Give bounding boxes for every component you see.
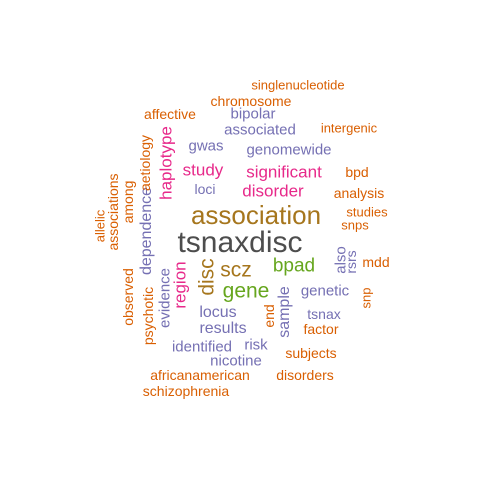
word-haplotype: haplotype xyxy=(156,126,176,200)
word-risk: risk xyxy=(244,336,268,354)
word-association: association xyxy=(190,200,322,230)
word-genomewide: genomewide xyxy=(246,141,332,159)
word-factor: factor xyxy=(303,321,339,337)
word-gene: gene xyxy=(222,279,270,303)
word-identified: identified xyxy=(171,338,233,356)
word-results: results xyxy=(199,320,247,337)
word-mdd: mdd xyxy=(362,254,390,270)
word-intergenic: intergenic xyxy=(320,120,378,136)
word-sample: sample xyxy=(276,286,293,338)
word-affective: affective xyxy=(144,106,196,122)
word-evidence: evidence xyxy=(156,267,174,329)
word-locus: locus xyxy=(199,304,237,321)
word-aetiology: aetiology xyxy=(137,134,153,192)
word-bipolar: bipolar xyxy=(230,105,276,123)
word-significant: significant xyxy=(246,162,322,182)
word-genetic: genetic xyxy=(300,282,350,300)
word-end: end xyxy=(261,304,277,328)
word-chromosome: chromosome xyxy=(210,93,292,109)
word-snp: snp xyxy=(358,287,374,309)
word-bpad: bpad xyxy=(272,255,316,277)
word-region: region xyxy=(170,261,190,309)
word-studies: studies xyxy=(346,204,388,220)
word-tsnax: tsnax xyxy=(307,306,341,322)
word-bpd: bpd xyxy=(345,164,369,180)
word-associations: associations xyxy=(105,173,121,251)
word-disc: disc xyxy=(195,258,219,296)
word-gwas: gwas xyxy=(188,137,224,155)
word-snps: snps xyxy=(341,217,369,233)
word-loci: loci xyxy=(194,181,216,197)
word-study: study xyxy=(182,160,224,180)
word-allelic: allelic xyxy=(92,209,108,243)
word-disorders: disorders xyxy=(276,367,334,383)
word-tsnaxdisc: tsnaxdisc xyxy=(177,226,303,259)
word-associated: associated xyxy=(224,121,296,139)
word-observed: observed xyxy=(120,268,136,326)
word-subjects: subjects xyxy=(285,345,337,361)
word-disorder: disorder xyxy=(242,181,304,201)
word-rsrs: rsrs xyxy=(343,250,359,274)
word-nicotine: nicotine xyxy=(210,352,262,370)
word-scz: scz xyxy=(220,258,252,282)
word-africanamerican: africanamerican xyxy=(150,367,250,383)
word-psychotic: psychotic xyxy=(140,286,156,346)
word-singlenucleotide: singlenucleotide xyxy=(251,77,345,93)
word-analysis: analysis xyxy=(333,185,385,201)
word-among: among xyxy=(120,180,136,224)
word-dependence: dependence xyxy=(138,186,155,276)
word-schizophrenia: schizophrenia xyxy=(142,383,230,399)
